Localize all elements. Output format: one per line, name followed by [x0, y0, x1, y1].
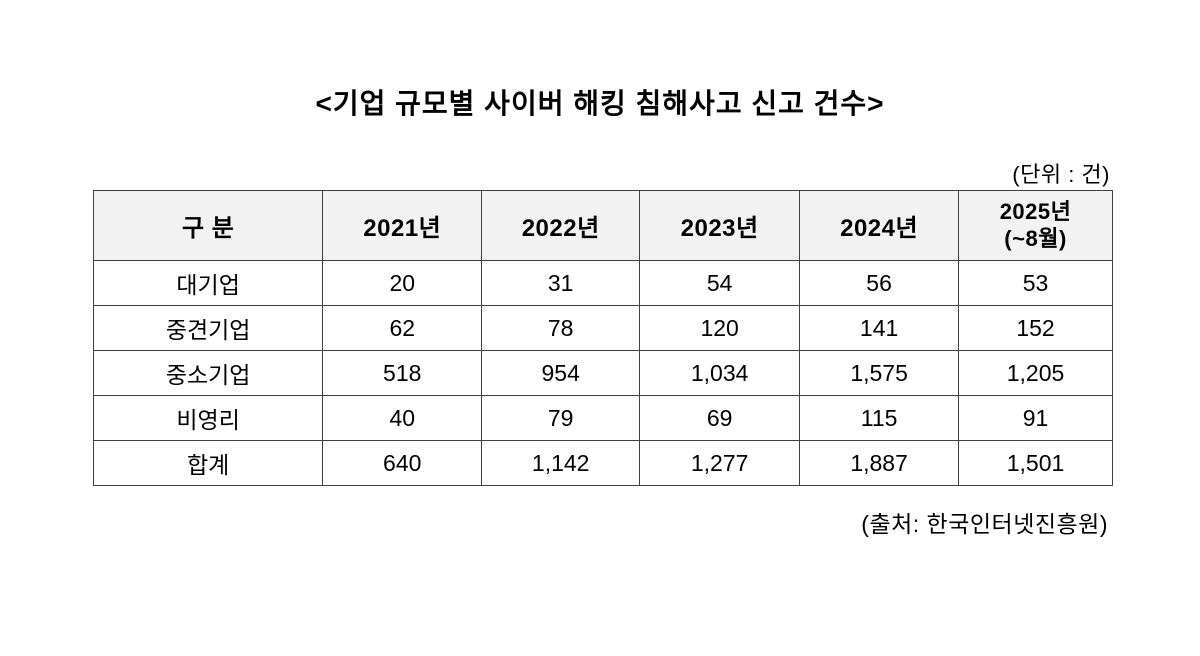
table-row: 중견기업 62 78 120 141 152 — [92, 305, 1113, 351]
table-row: 대기업 20 31 54 56 53 — [92, 260, 1113, 306]
column-header-2022: 2022년 — [481, 190, 641, 261]
cell: 53 — [958, 260, 1113, 306]
cell: 954 — [481, 350, 641, 396]
incident-report-table: 구 분 2021년 2022년 2023년 2024년 2025년 (~8월) … — [92, 190, 1113, 486]
cell: 69 — [639, 395, 801, 441]
cell: 1,575 — [799, 350, 960, 396]
source-note: (출처: 한국인터넷진흥원) — [861, 511, 1108, 537]
cell: 20 — [322, 260, 483, 306]
cell: 54 — [639, 260, 801, 306]
cell: 1,887 — [799, 440, 960, 486]
cell: 78 — [481, 305, 641, 351]
cell: 1,501 — [958, 440, 1113, 486]
column-header-2021: 2021년 — [322, 190, 483, 261]
cell: 31 — [481, 260, 641, 306]
column-header-2025: 2025년 (~8월) — [958, 190, 1113, 261]
cell: 79 — [481, 395, 641, 441]
cell: 40 — [322, 395, 483, 441]
row-label: 비영리 — [92, 395, 324, 441]
row-label: 대기업 — [92, 260, 324, 306]
column-header-2025-line2: (~8월) — [1004, 225, 1067, 251]
table-header-row: 구 분 2021년 2022년 2023년 2024년 2025년 (~8월) — [92, 190, 1113, 261]
column-header-2024: 2024년 — [799, 190, 960, 261]
table-row: 비영리 40 79 69 115 91 — [92, 395, 1113, 441]
cell: 56 — [799, 260, 960, 306]
cell: 518 — [322, 350, 483, 396]
column-header-2023: 2023년 — [639, 190, 801, 261]
cell: 640 — [322, 440, 483, 486]
row-label: 중견기업 — [92, 305, 324, 351]
table-row-total: 합계 640 1,142 1,277 1,887 1,501 — [92, 440, 1113, 486]
cell: 141 — [799, 305, 960, 351]
row-label: 합계 — [92, 440, 324, 486]
unit-note: (단위 : 건) — [1012, 162, 1110, 187]
column-header-category: 구 분 — [92, 190, 324, 261]
column-header-2025-line1: 2025년 — [999, 199, 1072, 225]
row-label: 중소기업 — [92, 350, 324, 396]
cell: 91 — [958, 395, 1113, 441]
cell: 62 — [322, 305, 483, 351]
cell: 1,277 — [639, 440, 801, 486]
cell: 1,142 — [481, 440, 641, 486]
cell: 120 — [639, 305, 801, 351]
cell: 1,205 — [958, 350, 1113, 396]
cell: 1,034 — [639, 350, 801, 396]
cell: 115 — [799, 395, 960, 441]
cell: 152 — [958, 305, 1113, 351]
table-row: 중소기업 518 954 1,034 1,575 1,205 — [92, 350, 1113, 396]
page-title: <기업 규모별 사이버 해킹 침해사고 신고 건수> — [315, 88, 885, 119]
